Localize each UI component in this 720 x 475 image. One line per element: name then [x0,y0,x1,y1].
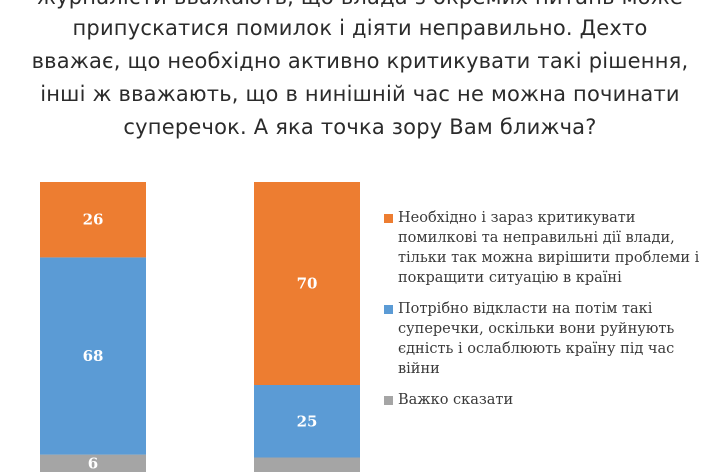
legend-swatch-blue [384,305,393,314]
stacked-bar-chart: 6 68 26 25 70 [40,182,360,472]
legend-item-hard-to-say: Важко сказати [384,390,714,410]
question-line-4: інші ж вважають, що в нинішній час не мо… [40,82,680,106]
bar-segment-postpone-2 [254,385,360,458]
data-label-postpone-2: 25 [297,412,318,430]
bar-segment-postpone-1 [40,257,146,455]
question-line-3: вважає, що необхідно активно критикувати… [31,49,689,73]
bar-segment-hard-to-say-1 [40,454,146,472]
legend-item-criticize: Необхідно і зараз критикувати помилкові … [384,208,714,288]
question-line-1: журналісти вважають, що влада з окремих … [0,0,720,9]
question-line-2: припускатися помилок і діяти неправильно… [72,16,648,40]
legend-label-hard-to-say: Важко сказати [398,392,514,408]
legend-item-postpone: Потрібно відкласти на потім такі супереч… [384,299,714,379]
data-label-hard-to-say-1: 6 [88,454,98,472]
bar-segment-hard-to-say-2 [254,457,360,472]
legend-swatch-orange [384,214,393,223]
legend-label-postpone: Потрібно відкласти на потім такі супереч… [398,301,675,377]
legend-swatch-gray [384,396,393,405]
legend-label-criticize: Необхідно і зараз критикувати помилкові … [398,210,700,286]
question-text: журналісти вважають, що влада з окремих … [0,0,720,150]
bar-segment-criticize-1 [40,182,146,258]
chart-legend: Необхідно і зараз критикувати помилкові … [384,208,714,421]
data-label-criticize-2: 70 [297,275,318,293]
bar-segment-criticize-2 [254,182,360,385]
data-label-postpone-1: 68 [83,347,104,365]
data-label-criticize-1: 26 [83,211,104,229]
question-line-5: суперечок. А яка точка зору Вам ближча? [123,115,597,139]
